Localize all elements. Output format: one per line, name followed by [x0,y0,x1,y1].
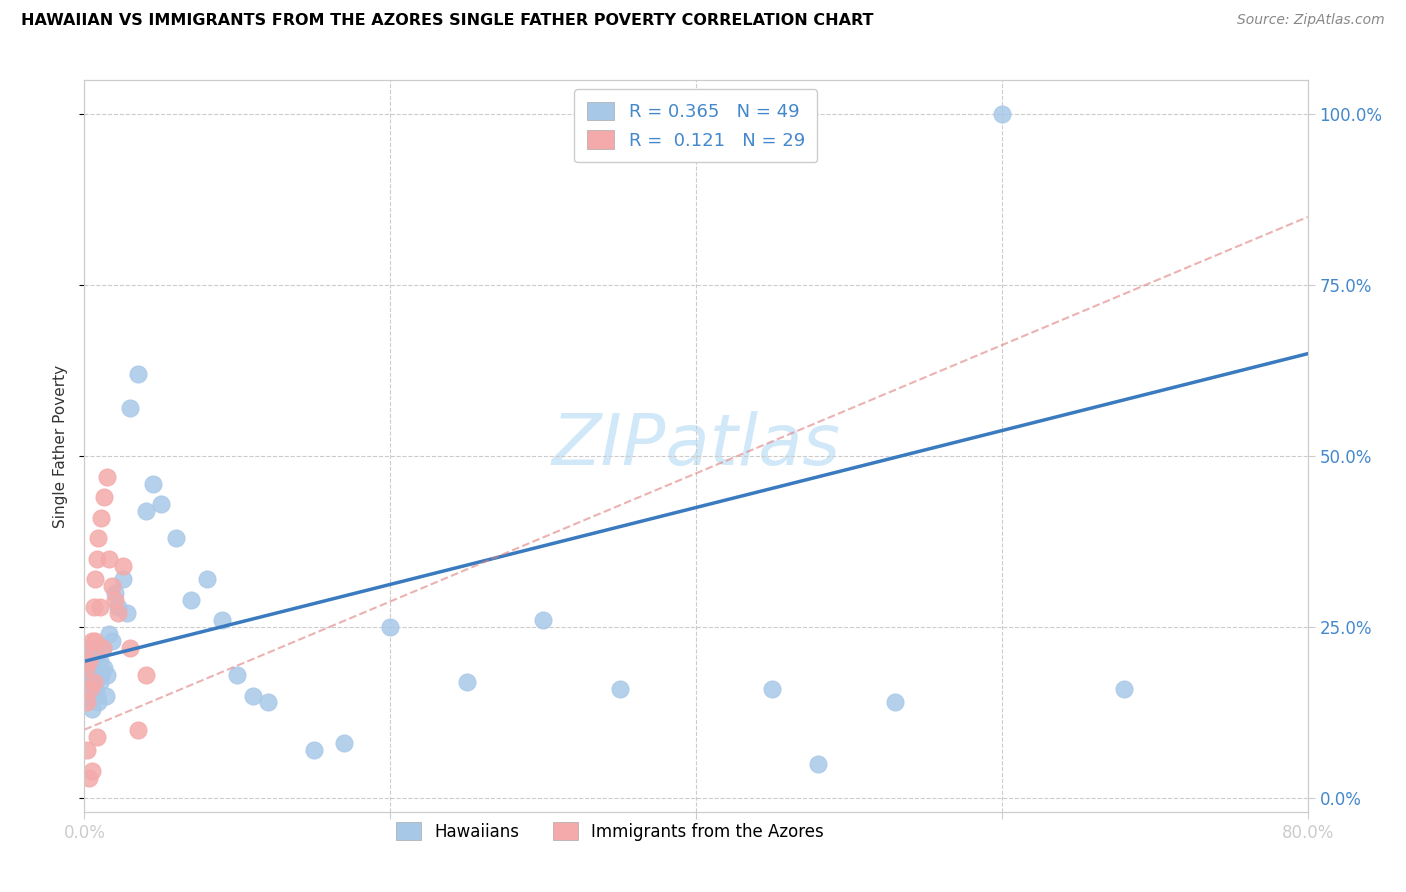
Point [111,572,134,586]
Point [94,689,117,703]
Point [84,633,107,648]
Point [75,640,97,655]
Point [84,640,107,655]
Point [531,613,554,627]
Point [127,368,149,382]
Point [77,668,100,682]
Point [107,607,129,621]
Point [380,620,402,634]
Point [83,599,105,614]
Point [90,668,112,682]
Point [80,764,103,778]
Point [135,504,157,518]
Point [80,633,103,648]
Point [127,723,149,737]
Point [107,599,129,614]
Point [111,558,134,573]
Point [165,531,187,545]
Point [86,730,108,744]
Text: Source: ZipAtlas.com: Source: ZipAtlas.com [1237,13,1385,28]
Point [97,551,120,566]
Point [84,681,107,696]
Point [226,668,249,682]
Point [83,674,105,689]
Point [96,469,118,483]
Point [76,743,98,757]
Point [91,640,114,655]
Point [142,476,165,491]
Point [609,681,631,696]
Point [90,510,112,524]
Point [80,702,103,716]
Point [101,633,124,648]
Point [93,661,115,675]
Point [80,674,103,689]
Point [211,613,233,627]
Point [135,668,157,682]
Point [333,736,356,750]
Point [86,648,108,662]
Point [79,654,101,668]
Point [96,668,118,682]
Point [115,607,138,621]
Point [242,689,264,703]
Point [89,599,111,614]
Point [120,640,142,655]
Point [104,586,127,600]
Point [180,592,202,607]
Point [93,490,115,504]
Legend: Hawaiians, Immigrants from the Azores: Hawaiians, Immigrants from the Azores [389,816,831,847]
Text: HAWAIIAN VS IMMIGRANTS FROM THE AZORES SINGLE FATHER POVERTY CORRELATION CHART: HAWAIIAN VS IMMIGRANTS FROM THE AZORES S… [21,13,873,29]
Point [75,661,97,675]
Point [456,674,478,689]
Text: ZIPatlas: ZIPatlas [551,411,841,481]
Point [76,695,98,709]
Point [86,689,108,703]
Point [761,681,783,696]
Point [302,743,325,757]
Point [77,771,100,785]
Point [101,579,124,593]
Point [991,107,1014,121]
Point [97,627,120,641]
Point [87,531,110,545]
Point [87,695,110,709]
Point [89,674,111,689]
Point [77,654,100,668]
Point [75,661,97,675]
Point [76,648,98,662]
Point [77,689,100,703]
Point [104,592,127,607]
Point [91,640,114,655]
Point [257,695,280,709]
Point [807,756,830,771]
Point [120,401,142,416]
Point [883,695,905,709]
Point [89,654,111,668]
Point [149,497,172,511]
Point [84,572,107,586]
Y-axis label: Single Father Poverty: Single Father Poverty [53,365,69,527]
Point [86,551,108,566]
Point [83,661,105,675]
Point [79,681,101,696]
Point [195,572,218,586]
Point [1114,681,1136,696]
